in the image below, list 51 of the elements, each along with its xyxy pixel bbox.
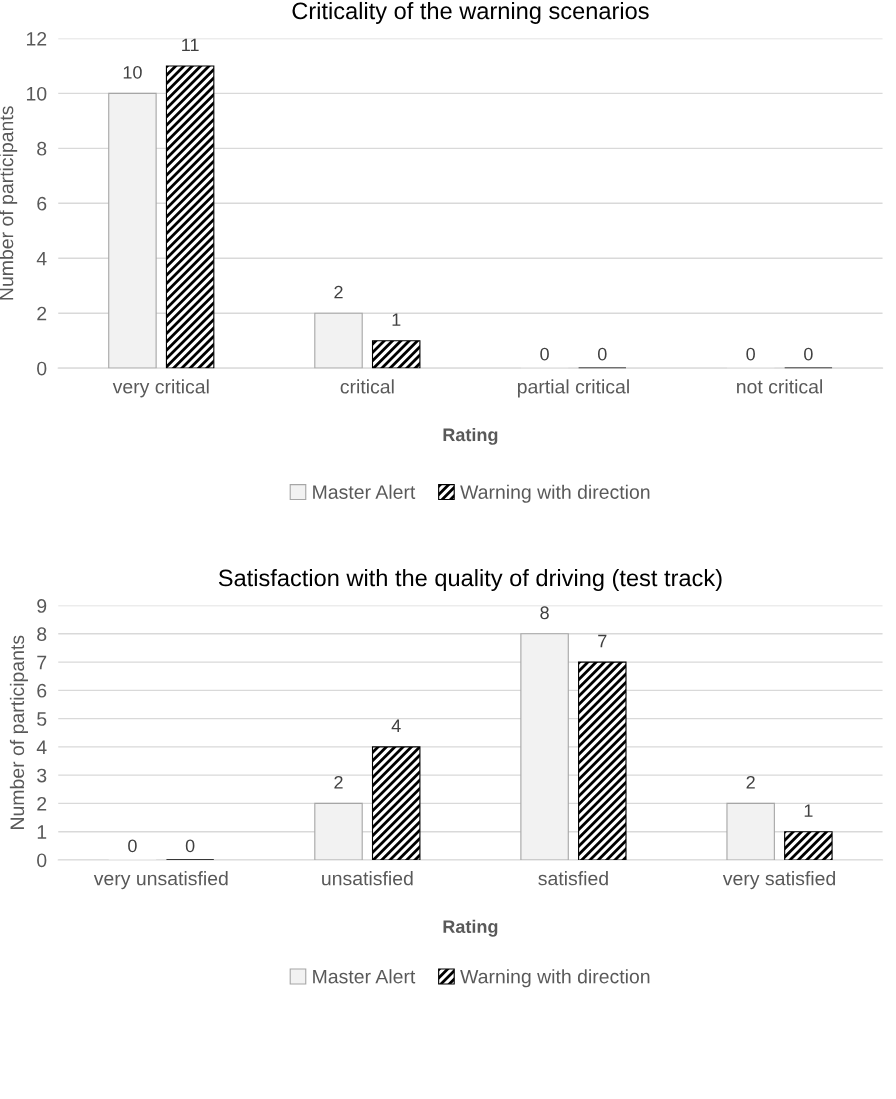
y-tick-label: 3 <box>37 768 47 783</box>
data-label: 0 <box>185 839 195 853</box>
data-label: 8 <box>540 606 549 620</box>
y-tick-label: 0 <box>37 361 47 376</box>
x-tick-label: critical <box>340 379 394 394</box>
data-label: 1 <box>392 313 401 326</box>
data-label: 7 <box>598 634 607 648</box>
y-tick-label: 1 <box>37 825 47 839</box>
data-label: 0 <box>128 839 137 853</box>
data-label: 11 <box>182 38 199 52</box>
chart-title: Criticality of the warning scenarios <box>292 1 649 24</box>
chart-title: Satisfaction with the quality of driving (test track) <box>218 568 722 591</box>
y-tick-label: 5 <box>37 712 47 726</box>
y-tick-label: 6 <box>37 196 47 211</box>
y-tick-label: 12 <box>26 31 47 46</box>
data-label: 0 <box>540 347 549 361</box>
data-label: 0 <box>746 347 755 361</box>
y-tick-label: 0 <box>37 853 47 868</box>
data-label: 2 <box>746 775 755 789</box>
x-tick-label: partial critical <box>517 379 629 398</box>
legend-label: Warning with direction <box>460 484 650 503</box>
y-tick-label: 2 <box>37 796 47 811</box>
legend-label: Master Alert <box>313 484 416 499</box>
y-tick-label: 10 <box>26 86 47 101</box>
x-tick-label: not critical <box>737 379 822 394</box>
y-tick-label: 2 <box>37 306 47 321</box>
x-axis-title: Rating <box>443 427 498 445</box>
legend-label: Master Alert <box>313 969 416 984</box>
y-tick-label: 9 <box>37 599 47 613</box>
y-tick-label: 4 <box>36 740 47 754</box>
y-tick-label: 8 <box>37 627 47 642</box>
data-label: 2 <box>334 285 343 299</box>
x-tick-label: very unsatisfied <box>93 871 228 890</box>
x-tick-label: very satisfied <box>722 871 835 890</box>
data-label: 0 <box>597 347 607 361</box>
y-tick-label: 7 <box>37 655 47 670</box>
y-tick-label: 4 <box>36 251 47 266</box>
y-axis-title: Number of participants <box>0 106 18 300</box>
y-tick-label: 6 <box>37 683 47 698</box>
x-tick-label: unsatisfied <box>322 871 413 886</box>
x-tick-label: very critical <box>112 379 209 398</box>
legend-label: Warning with direction <box>460 969 650 988</box>
y-tick-label: 8 <box>37 141 47 156</box>
data-label: 2 <box>334 775 343 789</box>
data-label: 1 <box>804 804 813 817</box>
x-axis-title: Rating <box>443 919 498 937</box>
x-tick-label: satisfied <box>538 871 608 886</box>
data-label: 0 <box>804 347 813 361</box>
y-axis-title: Number of participants <box>9 635 28 829</box>
data-label: 4 <box>391 719 401 733</box>
data-label: 10 <box>123 65 142 79</box>
